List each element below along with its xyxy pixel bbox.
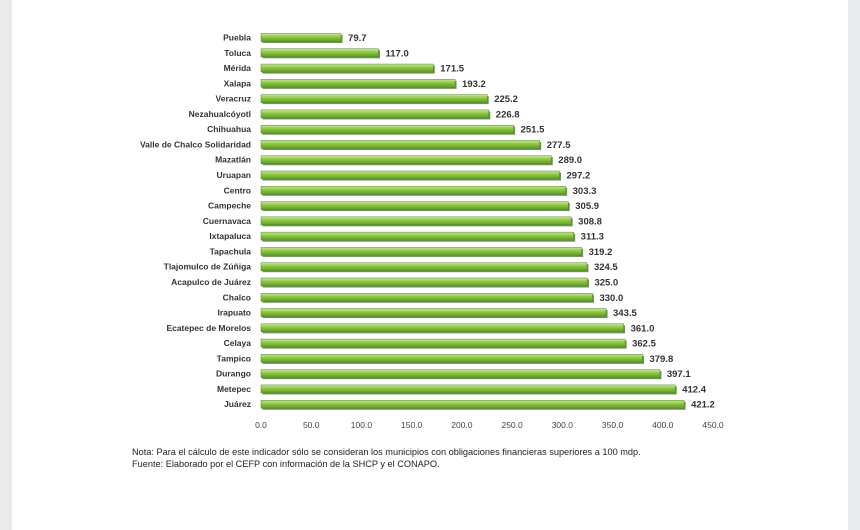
value-label: 361.0 [631, 323, 655, 334]
value-label: 379.8 [649, 354, 673, 365]
category-label: Valle de Chalco Solidaridad [140, 139, 251, 149]
note-text: Nota: Para el cálculo de este indicador … [132, 447, 641, 457]
category-label: Irapuato [217, 308, 251, 318]
category-label: Celaya [224, 338, 252, 348]
bar [260, 323, 624, 333]
category-label: Puebla [223, 33, 251, 43]
value-label: 324.5 [594, 262, 618, 273]
x-tick-label: 450.0 [702, 420, 724, 430]
source-text: Fuente: Elaborado por el CEFP con inform… [132, 459, 440, 469]
bar [260, 109, 490, 119]
bar [260, 170, 560, 180]
value-label: 362.5 [632, 339, 656, 350]
x-tick-label: 200.0 [451, 420, 473, 430]
category-label: Chihuahua [207, 124, 251, 134]
category-label: Nezahualcóyotl [189, 109, 251, 119]
bar [260, 262, 588, 271]
bar [260, 308, 607, 317]
value-label: 225.2 [494, 94, 518, 105]
category-label: Metepec [217, 384, 251, 394]
bar [260, 338, 626, 348]
value-label: 226.8 [496, 109, 520, 120]
category-label: Centro [224, 185, 251, 195]
category-label: Veracruz [216, 94, 251, 104]
value-label: 277.5 [547, 140, 571, 151]
category-label: Tampico [217, 353, 251, 363]
value-label: 297.2 [567, 171, 591, 182]
value-label: 79.7 [348, 33, 367, 44]
category-label: Tapachula [210, 246, 252, 256]
category-label: Cuernavaca [203, 216, 251, 226]
bar [260, 369, 661, 378]
category-label: Uruapan [217, 170, 251, 180]
value-label: 193.2 [462, 79, 486, 90]
bar [260, 201, 569, 210]
bar [260, 140, 540, 149]
bar [260, 277, 588, 287]
horizontal-bar-chart: Puebla 79.7 Toluca 117.0 Mérida 171.5 Xalapa 19… [140, 33, 724, 431]
report-page: Puebla 79.7 Toluca 117.0 Mérida 171.5 Xalapa 19… [12, 0, 848, 530]
value-label: 311.3 [581, 232, 604, 243]
value-label: 397.1 [667, 369, 691, 380]
x-tick-label: 350.0 [602, 420, 624, 430]
x-tick-label: 300.0 [552, 420, 574, 430]
bar [260, 354, 643, 363]
category-label: Acapulco de Juárez [171, 277, 251, 287]
value-label: 251.5 [521, 125, 545, 136]
bar [260, 63, 434, 73]
category-label: Xalapa [224, 78, 252, 88]
category-label: Chalco [223, 292, 251, 302]
bar [260, 399, 685, 409]
value-label: 117.0 [386, 48, 409, 59]
x-tick-label: 400.0 [652, 420, 674, 430]
value-label: 289.0 [558, 155, 582, 166]
category-label: Mérida [224, 63, 252, 73]
value-label: 319.2 [589, 247, 613, 258]
x-tick-label: 250.0 [501, 420, 523, 430]
x-tick-label: 50.0 [303, 420, 320, 430]
bar [260, 293, 593, 302]
category-label: Toluca [224, 48, 251, 58]
value-label: 412.4 [682, 384, 706, 395]
bar [260, 124, 514, 134]
category-label: Ecatepec de Morelos [166, 323, 251, 333]
value-label: 171.5 [440, 64, 464, 75]
bar [260, 231, 574, 241]
value-label: 325.0 [594, 277, 618, 288]
bar [260, 33, 342, 42]
x-tick-label: 0.0 [255, 420, 267, 430]
x-tick-label: 100.0 [351, 420, 373, 430]
category-label: Tlajomulco de Zúñiga [164, 262, 252, 272]
value-label: 421.2 [691, 400, 715, 411]
value-label: 305.9 [575, 201, 599, 212]
category-label: Campeche [208, 201, 251, 211]
category-label: Mazatlán [215, 155, 251, 165]
category-label: Ixtapaluca [209, 231, 251, 241]
bar [260, 216, 572, 226]
bar [260, 186, 566, 195]
x-tick-label: 150.0 [401, 420, 423, 430]
bar [260, 384, 676, 394]
value-label: 343.5 [613, 308, 637, 319]
value-label: 303.3 [573, 186, 597, 197]
category-label: Durango [216, 369, 251, 379]
value-label: 308.8 [578, 216, 602, 227]
bar [260, 48, 379, 58]
category-label: Juárez [224, 399, 251, 409]
bar [260, 155, 552, 164]
chart-notes: Nota: Para el cálculo de este indicador … [132, 446, 641, 470]
bar [260, 79, 456, 88]
bar [260, 247, 582, 256]
bar [260, 94, 488, 103]
value-label: 330.0 [599, 293, 623, 304]
